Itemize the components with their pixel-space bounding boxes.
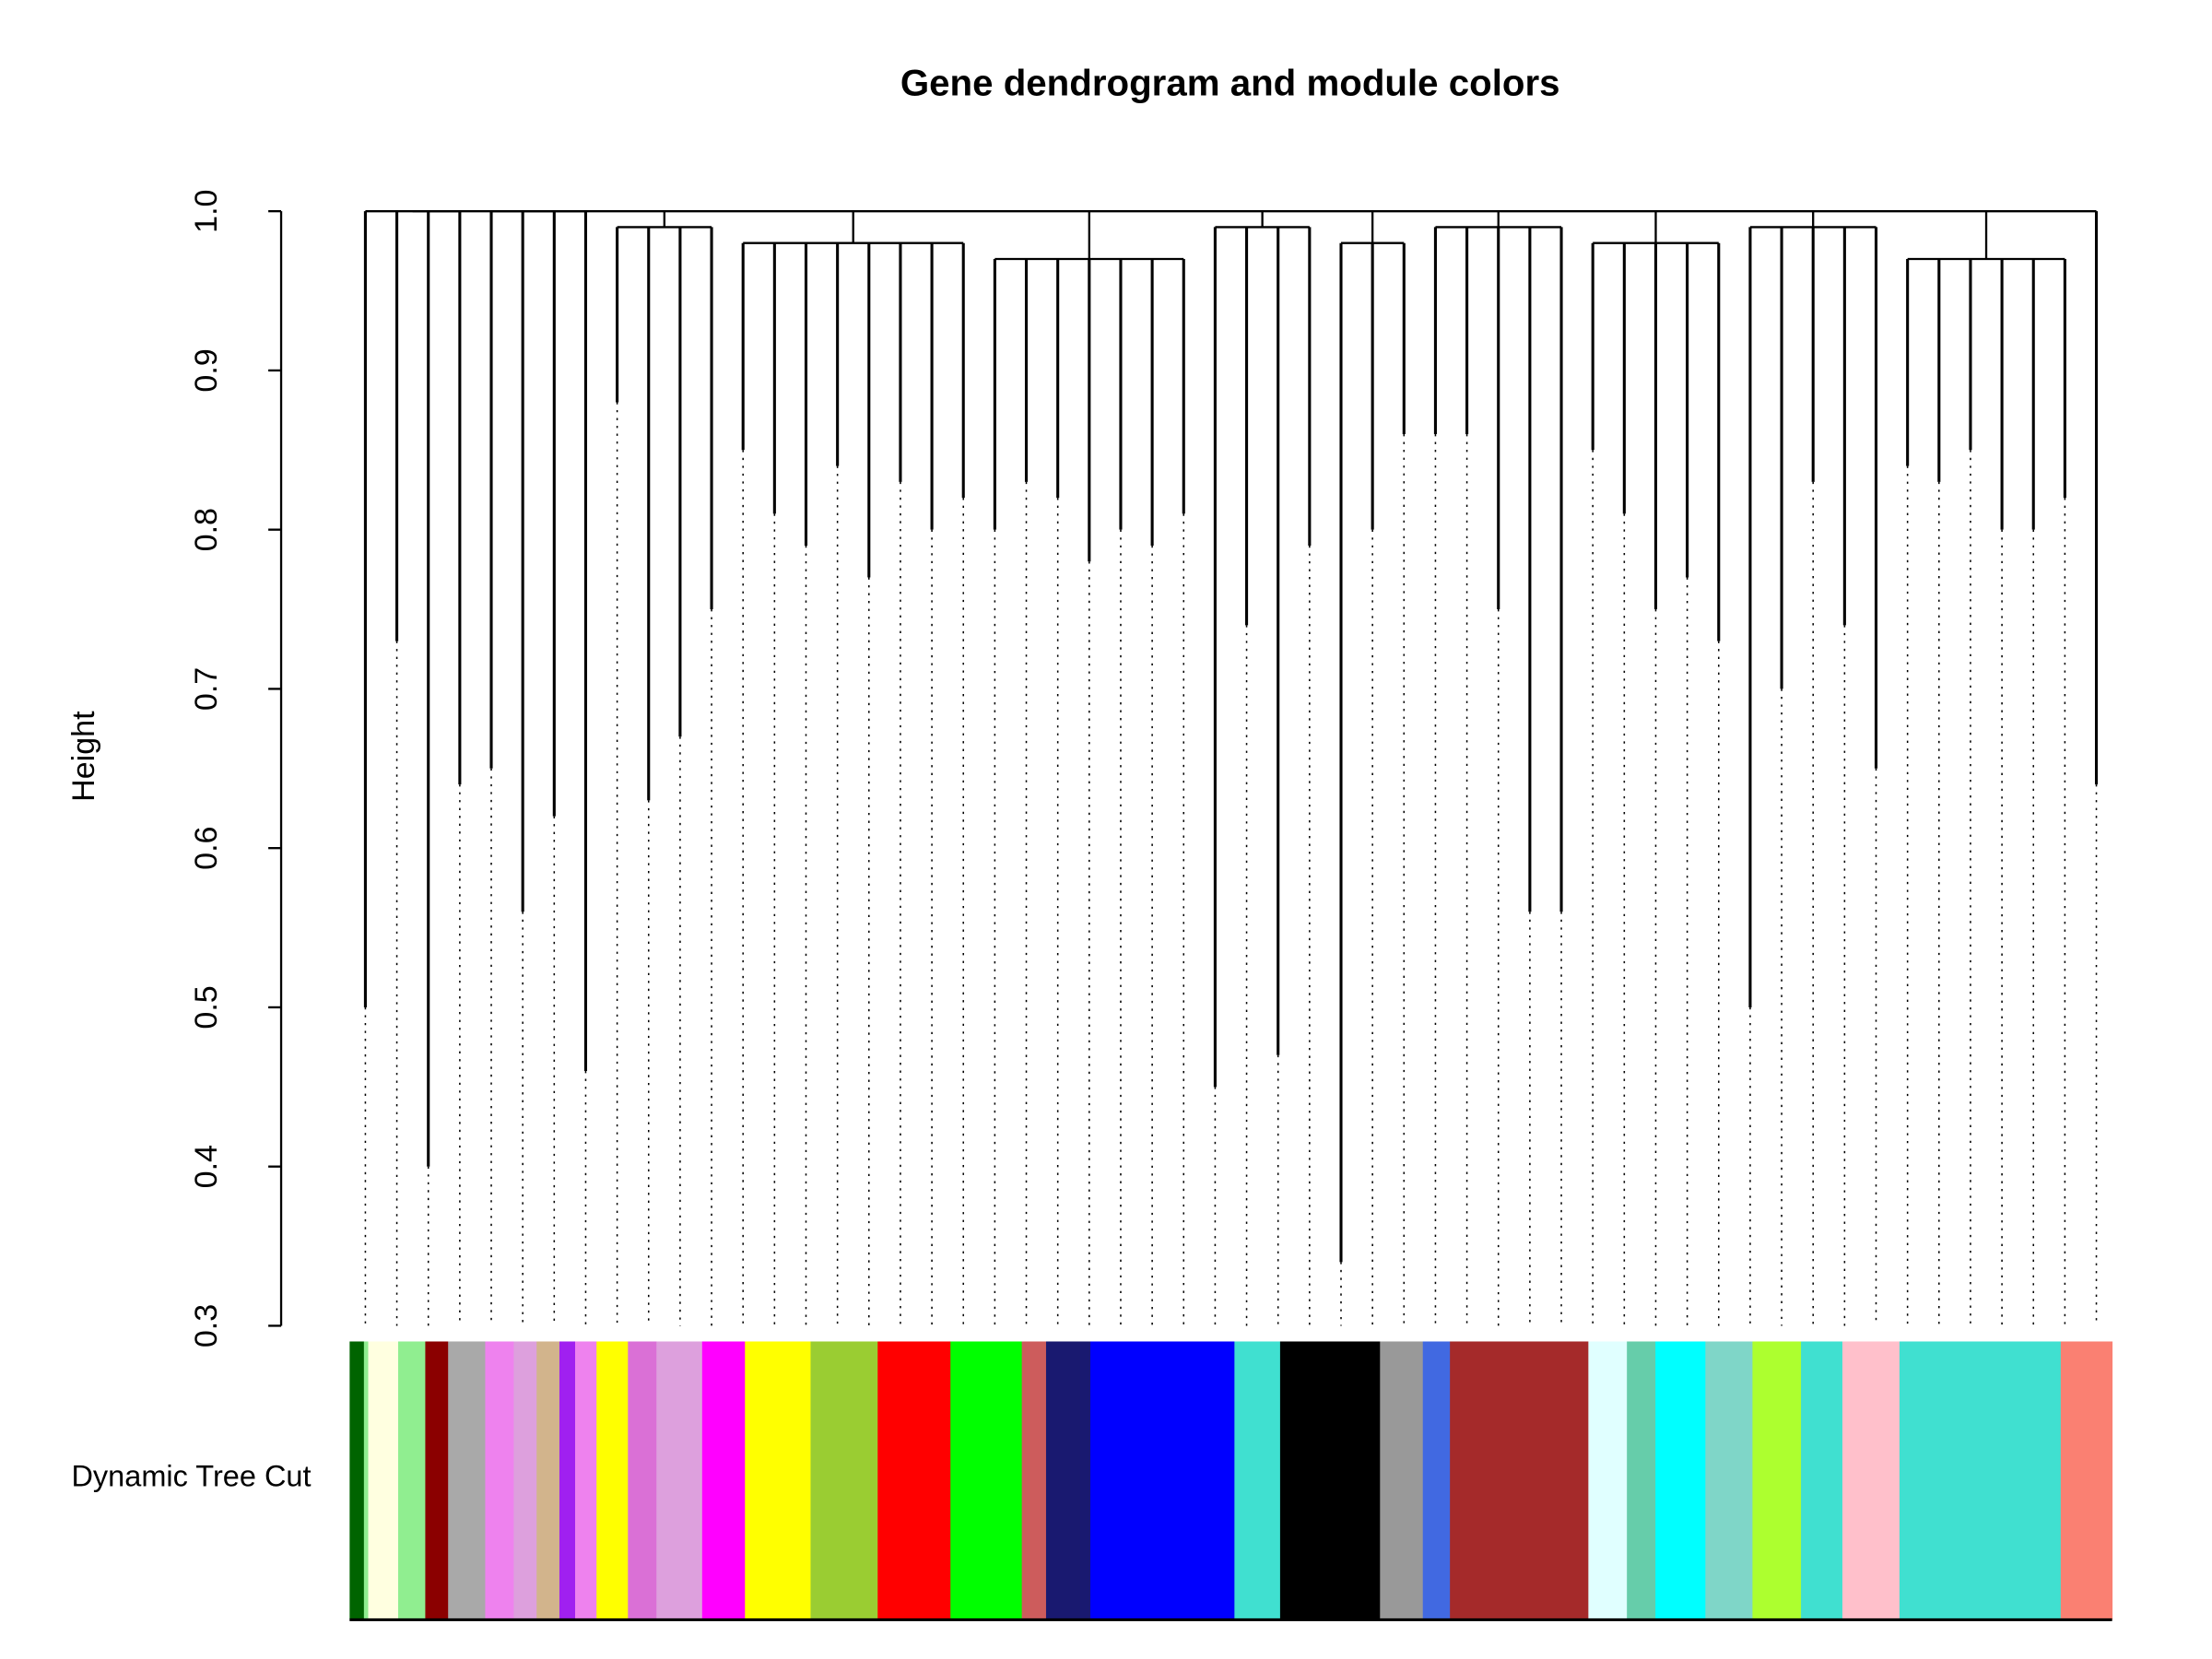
module-color <box>745 1341 811 1620</box>
module-color <box>1705 1341 1753 1620</box>
module-color <box>1752 1341 1802 1620</box>
module-color <box>368 1341 399 1620</box>
color-bar-label: Dynamic Tree Cut <box>71 1460 311 1493</box>
module-color <box>1627 1341 1656 1620</box>
module-color <box>877 1341 951 1620</box>
module-color <box>1279 1341 1381 1620</box>
module-color <box>536 1341 560 1620</box>
module-color <box>1422 1341 1451 1620</box>
module-color <box>513 1341 537 1620</box>
y-tick-label: 0.7 <box>189 667 224 711</box>
y-tick-label: 0.4 <box>189 1145 224 1188</box>
module-color <box>1801 1341 1843 1620</box>
module-color <box>448 1341 486 1620</box>
y-tick-label: 0.3 <box>189 1304 224 1347</box>
module-color <box>1234 1341 1281 1620</box>
module-color <box>656 1341 703 1620</box>
module-color <box>1899 1341 2062 1620</box>
module-color <box>1588 1341 1628 1620</box>
module-color <box>575 1341 597 1620</box>
y-tick-label: 0.6 <box>189 827 224 870</box>
y-tick-label: 1.0 <box>189 189 224 232</box>
module-color <box>596 1341 629 1620</box>
y-tick-label: 0.9 <box>189 348 224 392</box>
module-color <box>1089 1341 1235 1620</box>
module-color <box>1021 1341 1047 1620</box>
module-color <box>701 1341 746 1620</box>
y-axis-label: Height <box>66 711 101 802</box>
y-tick-label: 0.5 <box>189 985 224 1029</box>
module-color <box>398 1341 426 1620</box>
module-color <box>363 1341 369 1620</box>
module-color <box>628 1341 657 1620</box>
chart-title: Gene dendrogram and module colors <box>900 63 1560 104</box>
module-color <box>1450 1341 1589 1620</box>
module-color <box>2060 1341 2113 1620</box>
module-color <box>349 1341 365 1620</box>
module-color <box>559 1341 576 1620</box>
module-color <box>425 1341 449 1620</box>
module-color <box>1841 1341 1900 1620</box>
y-tick-label: 0.8 <box>189 508 224 551</box>
module-color <box>810 1341 878 1620</box>
module-color <box>1380 1341 1424 1620</box>
module-color <box>1045 1341 1091 1620</box>
module-color <box>1655 1341 1706 1620</box>
module-color <box>485 1341 514 1620</box>
module-color <box>950 1341 1023 1620</box>
